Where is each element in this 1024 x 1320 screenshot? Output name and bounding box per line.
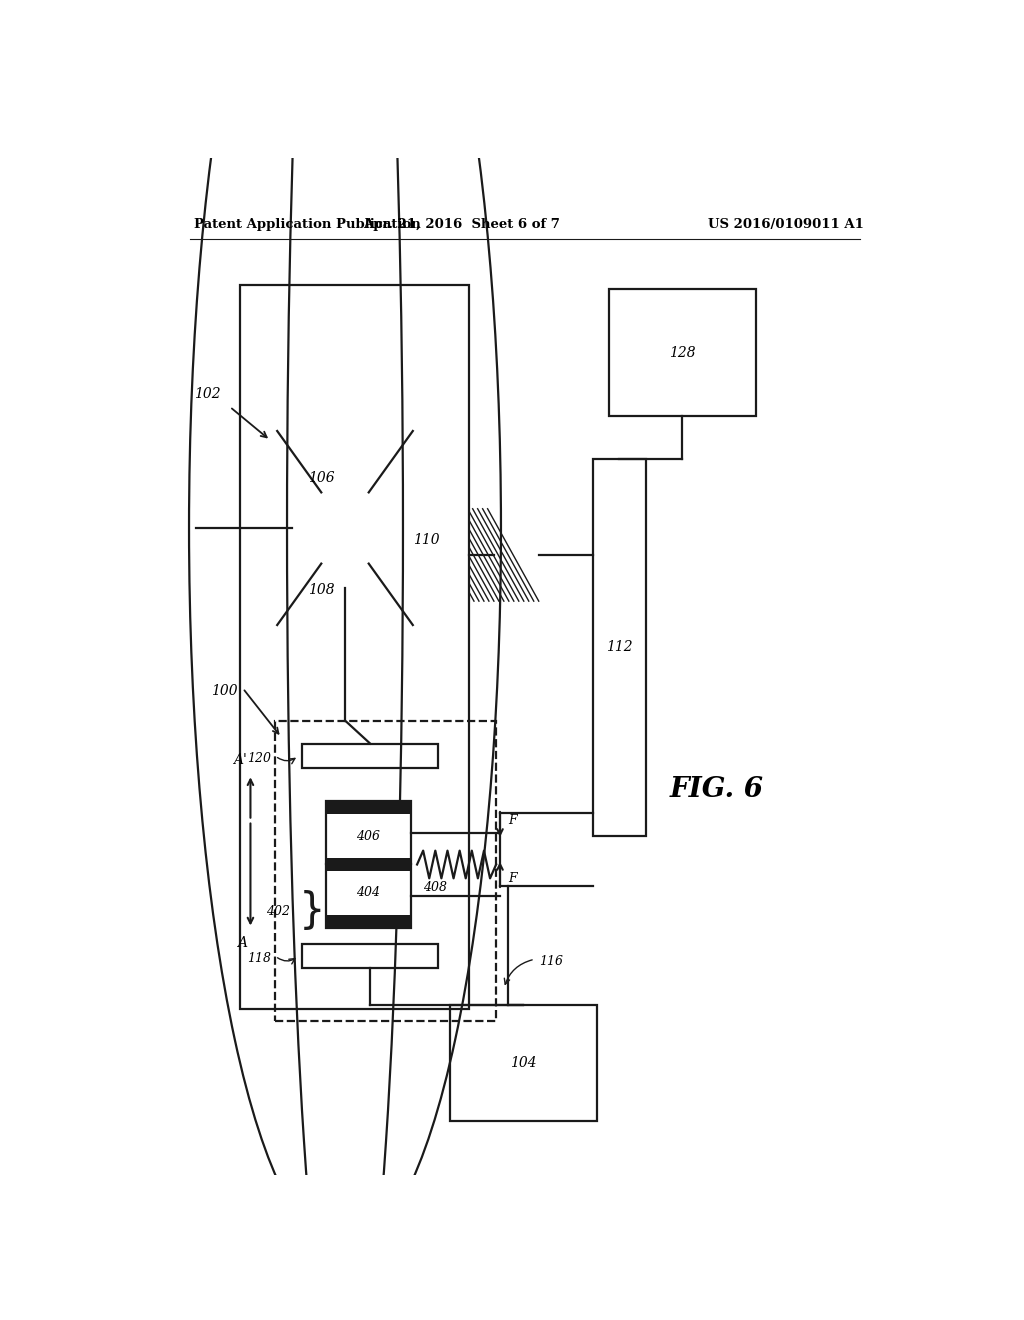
Text: 406: 406 xyxy=(356,830,380,843)
Bar xyxy=(326,865,411,928)
Text: 128: 128 xyxy=(669,346,695,360)
Text: 112: 112 xyxy=(606,640,633,655)
Bar xyxy=(275,721,496,1020)
Text: 106: 106 xyxy=(308,471,335,484)
Bar xyxy=(608,289,756,416)
Bar xyxy=(450,1006,597,1121)
Text: F: F xyxy=(508,814,516,828)
Text: 110: 110 xyxy=(413,532,439,546)
Text: 408: 408 xyxy=(423,880,447,894)
Text: 402: 402 xyxy=(266,906,290,917)
Bar xyxy=(326,858,411,871)
Bar xyxy=(593,459,646,836)
Text: F: F xyxy=(508,871,516,884)
Text: Patent Application Publication: Patent Application Publication xyxy=(194,218,421,231)
Bar xyxy=(326,915,411,928)
Text: 404: 404 xyxy=(356,886,380,899)
Text: A: A xyxy=(237,936,247,950)
Bar xyxy=(241,285,469,1010)
Text: A': A' xyxy=(232,752,247,767)
Text: 120: 120 xyxy=(248,752,271,766)
Text: FIG. 6: FIG. 6 xyxy=(670,776,764,804)
Text: 102: 102 xyxy=(194,387,220,401)
Text: 100: 100 xyxy=(211,684,238,697)
Bar xyxy=(302,743,438,768)
Bar xyxy=(326,801,411,865)
Bar xyxy=(302,944,438,969)
Bar xyxy=(326,801,411,813)
Text: US 2016/0109011 A1: US 2016/0109011 A1 xyxy=(709,218,864,231)
Text: 104: 104 xyxy=(510,1056,537,1071)
Text: 118: 118 xyxy=(248,952,271,965)
Text: Apr. 21, 2016  Sheet 6 of 7: Apr. 21, 2016 Sheet 6 of 7 xyxy=(362,218,560,231)
Text: }: } xyxy=(298,891,325,932)
Text: 108: 108 xyxy=(308,582,335,597)
Text: 116: 116 xyxy=(539,956,563,969)
